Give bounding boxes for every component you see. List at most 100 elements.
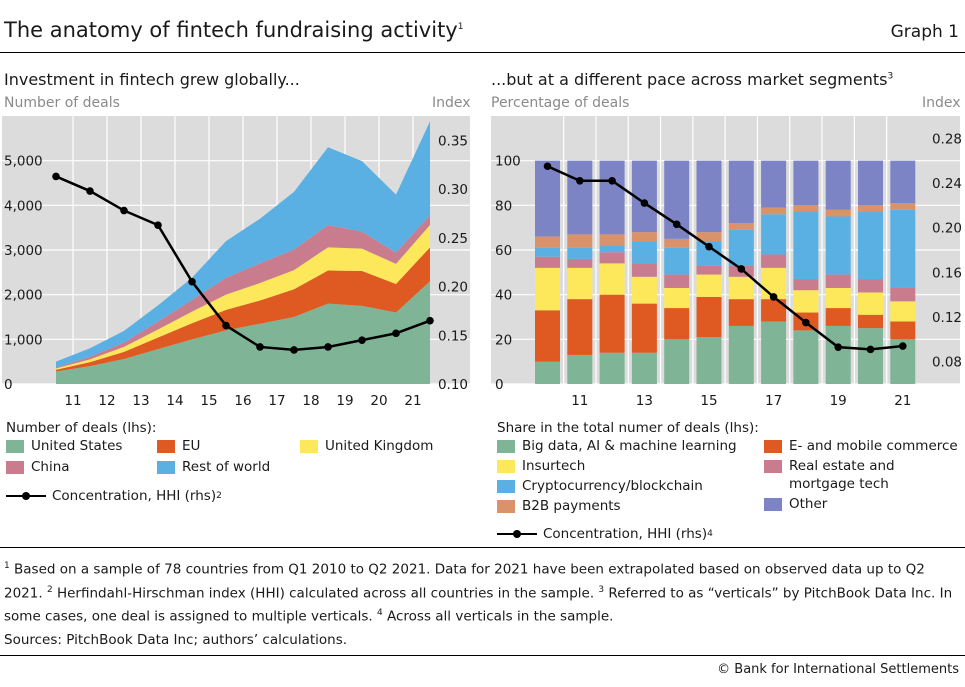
right-rhs-axis-title: Index [922,95,961,111]
bar-segment [728,229,754,266]
bar-segment [664,287,690,309]
hhi-point-right [802,318,810,327]
bar-segment [696,232,722,242]
bar-segment [696,274,722,297]
bar-segment [728,223,754,230]
legend-swatch [764,439,782,453]
bar-segment [696,160,722,233]
left-y-tick-label: 4,000 [4,198,43,214]
left-panel-title: Investment in fintech grew globally... [4,70,300,89]
legend-swatch [497,499,515,513]
bar-segment [664,238,690,248]
bar-segment [761,214,787,255]
bar-segment [825,325,851,384]
legend-swatch [6,460,24,474]
bar-segment [890,209,916,288]
area-united-states [56,281,430,384]
legend-line-swatch [6,490,46,502]
left-y-right-tick-label: 0.25 [438,231,468,247]
right-y-right-tick-label: 0.16 [932,265,962,281]
left-y-tick-label: 3,000 [4,243,43,259]
bar-segment [858,292,883,315]
left-x-tick-label: 21 [404,393,421,409]
bar-segment [535,310,560,362]
bar-segment [858,328,883,384]
right-x-tick-label: 15 [700,393,717,409]
left-x-tick-label: 17 [268,393,285,409]
right-y-tick-label: 100 [495,154,521,170]
left-x-tick-label: 13 [132,393,149,409]
legend-swatch [497,439,515,453]
right-x-tick-label: 19 [830,393,847,409]
bar-segment [631,276,657,304]
bar-segment [825,308,851,326]
right-y-tick-label: 40 [495,288,512,304]
bar-segment [567,160,593,235]
bar-segment [535,361,560,384]
right-legend-title: Share in the total numer of deals (lhs): [497,420,759,436]
hhi-point-right [769,293,778,301]
legend-swatch [157,439,175,453]
right-x-tick-label: 21 [894,393,911,409]
bar-segment [858,205,883,213]
bar-segment [664,339,690,384]
area-china [56,215,430,369]
legend-swatch [300,439,318,453]
legend-item-united-states: United States [6,438,122,454]
hhi-point-right [834,343,842,351]
right-chart: 0 20 40 60 80 100 0.08 0.12 0.16 0.20 0.24 0.28 11… [491,116,962,409]
bar-segment [825,216,851,275]
bar-segment [793,290,819,313]
legend-item-china: China [6,459,70,475]
bar-segment [728,299,754,326]
legend-swatch [497,479,515,493]
bar-segment [890,321,916,340]
bar-segment [761,207,787,215]
bar-segment [535,267,560,311]
left-y-tick-label: 1,000 [4,332,43,348]
bar-segment [631,303,657,353]
bar-segment [599,234,625,246]
bar-segment [825,287,851,309]
bar-segment [793,330,819,384]
left-x-tick-label: 18 [302,393,319,409]
bar-segment [599,245,625,253]
legend-swatch [497,459,515,473]
bar-segment [599,352,625,384]
hhi-point [188,277,196,286]
area-rest-of-world [56,121,430,368]
bar-segment [535,256,560,268]
hhi-point-right [576,176,584,185]
bar-segment [664,274,690,288]
bar-segment [890,160,916,204]
left-x-tick-label: 15 [200,393,217,409]
left-x-tick-label: 19 [336,393,353,409]
bar-segment [728,160,754,224]
legend-swatch [764,497,782,511]
right-y-tick-label: 60 [495,243,512,259]
left-rhs-axis-title: Index [432,95,471,111]
legend-item-e-commerce: E- and mobile commerce [764,438,958,454]
left-x-tick-label: 16 [234,393,251,409]
bar-segment [728,276,754,300]
bar-segment [696,337,722,384]
hhi-point [154,221,162,229]
hhi-point [222,321,230,330]
bottom-rule [0,655,965,656]
hhi-point [426,316,434,325]
left-x-tick-label: 12 [98,393,115,409]
bar-segment [535,160,560,237]
bar-segment [858,279,883,293]
legend-swatch [6,439,24,453]
bar-segment [567,247,593,259]
area-united-kingdom [56,224,430,370]
footnotes: 1 Based on a sample of 78 countries from… [4,561,953,625]
bar-segment [631,263,657,277]
left-y-right-tick-label: 0.10 [438,377,468,393]
bar-segment [728,325,754,384]
left-legend-title: Number of deals (lhs): [6,420,157,436]
hhi-point-right [640,199,649,207]
left-y-right-tick-label: 0.35 [438,133,468,149]
legend-item-real-estate: Real estate and [764,458,895,474]
bar-segment [631,232,657,242]
